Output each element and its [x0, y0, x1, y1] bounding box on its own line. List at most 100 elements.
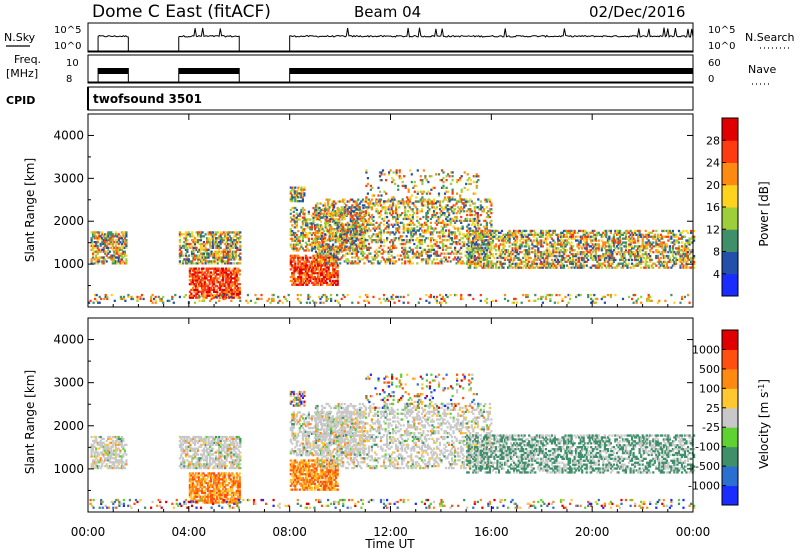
- echo-cell: [393, 215, 396, 219]
- echo-cell: [632, 233, 635, 236]
- echo-cell: [205, 288, 208, 292]
- echo-cell: [291, 239, 294, 242]
- echo-cell: [379, 235, 383, 238]
- echo-cell: [597, 258, 600, 262]
- echo-cell: [204, 242, 207, 246]
- echo-cell: [525, 249, 528, 252]
- echo-cell: [503, 235, 507, 238]
- echo-cell: [199, 271, 202, 274]
- echo-cell: [213, 252, 216, 255]
- echo-cell: [343, 260, 346, 263]
- echo-cell: [421, 182, 424, 186]
- echo-cell: [226, 273, 229, 276]
- echo-cell: [429, 200, 432, 203]
- echo-cell: [104, 252, 107, 255]
- echo-cell: [324, 206, 327, 210]
- echo-cell: [511, 247, 514, 250]
- echo-cell: [304, 256, 307, 259]
- echo-cell: [578, 258, 581, 262]
- echo-cell: [513, 258, 516, 262]
- echo-cell: [292, 231, 295, 235]
- echo-cell: [351, 262, 354, 265]
- echo-cell: [316, 272, 320, 275]
- echo-cell: [335, 270, 338, 273]
- echo-cell: [231, 231, 234, 234]
- echo-cell: [612, 239, 615, 242]
- echo-cell: [295, 190, 298, 193]
- echo-cell: [327, 254, 330, 257]
- echo-cell: [234, 273, 237, 276]
- echo-cell: [317, 252, 321, 255]
- echo-cell: [318, 272, 321, 275]
- echo-cell: [222, 271, 225, 274]
- echo-cell: [347, 228, 350, 231]
- echo-cell: [297, 235, 300, 239]
- echo-cell: [564, 249, 567, 252]
- echo-cell: [494, 262, 498, 265]
- echo-cell: [327, 218, 330, 221]
- echo-cell: [360, 229, 363, 232]
- echo-cell: [381, 206, 384, 209]
- echo-cell: [634, 233, 637, 236]
- echo-cell: [189, 260, 192, 263]
- echo-cell: [401, 221, 404, 224]
- echo-cell: [546, 256, 549, 260]
- echo-cell: [343, 210, 346, 213]
- echo-cell: [330, 245, 333, 248]
- echo-cell: [620, 258, 623, 262]
- echo-cell: [517, 262, 520, 265]
- echo-cell: [116, 233, 119, 236]
- echo-cell: [460, 237, 463, 240]
- echo-cell: [579, 229, 582, 233]
- echo-cell: [384, 250, 387, 253]
- echo-cell: [594, 235, 597, 238]
- echo-cell: [556, 237, 560, 240]
- echo-cell: [416, 215, 419, 219]
- echo-cell: [570, 260, 573, 263]
- echo-cell: [408, 223, 411, 226]
- echo-cell: [221, 237, 224, 240]
- echo-cell: [467, 227, 470, 230]
- echo-cell: [297, 256, 300, 259]
- echo-cell: [549, 253, 552, 256]
- echo-cell: [339, 235, 342, 238]
- echo-cell: [564, 229, 567, 233]
- echo-cell: [198, 233, 201, 236]
- echo-cell: [324, 260, 327, 263]
- echo-cell: [569, 262, 572, 265]
- echo-cell: [337, 235, 340, 238]
- echo-cell: [390, 239, 393, 242]
- echo-cell: [446, 246, 449, 249]
- echo-cell: [430, 188, 433, 191]
- echo-cell: [448, 208, 451, 211]
- echo-cell: [224, 250, 227, 253]
- echo-cell: [593, 256, 596, 260]
- echo-cell: [326, 283, 329, 286]
- echo-cell: [361, 250, 364, 253]
- echo-cell: [576, 256, 579, 260]
- echo-cell: [331, 262, 334, 265]
- echo-cell: [656, 256, 659, 260]
- echo-cell: [188, 283, 191, 286]
- echo-cell: [442, 171, 445, 174]
- echo-cell: [345, 235, 348, 239]
- echo-cell: [624, 245, 628, 248]
- echo-cell: [371, 186, 374, 189]
- echo-cell: [467, 266, 470, 269]
- echo-cell: [195, 262, 198, 265]
- echo-cell: [652, 237, 655, 240]
- echo-cell: [584, 229, 587, 233]
- echo-cell: [488, 210, 491, 213]
- echo-cell: [597, 231, 600, 234]
- echo-cell: [292, 274, 295, 277]
- echo-cell: [336, 256, 339, 259]
- echo-cell: [614, 239, 617, 242]
- echo-cell: [473, 206, 476, 209]
- echo-cell: [204, 262, 207, 265]
- echo-cell: [98, 250, 101, 253]
- echo-cell: [393, 198, 396, 201]
- echo-cell: [637, 258, 640, 262]
- echo-cell: [310, 272, 313, 275]
- echo-cell: [336, 210, 339, 213]
- echo-cell: [575, 264, 578, 267]
